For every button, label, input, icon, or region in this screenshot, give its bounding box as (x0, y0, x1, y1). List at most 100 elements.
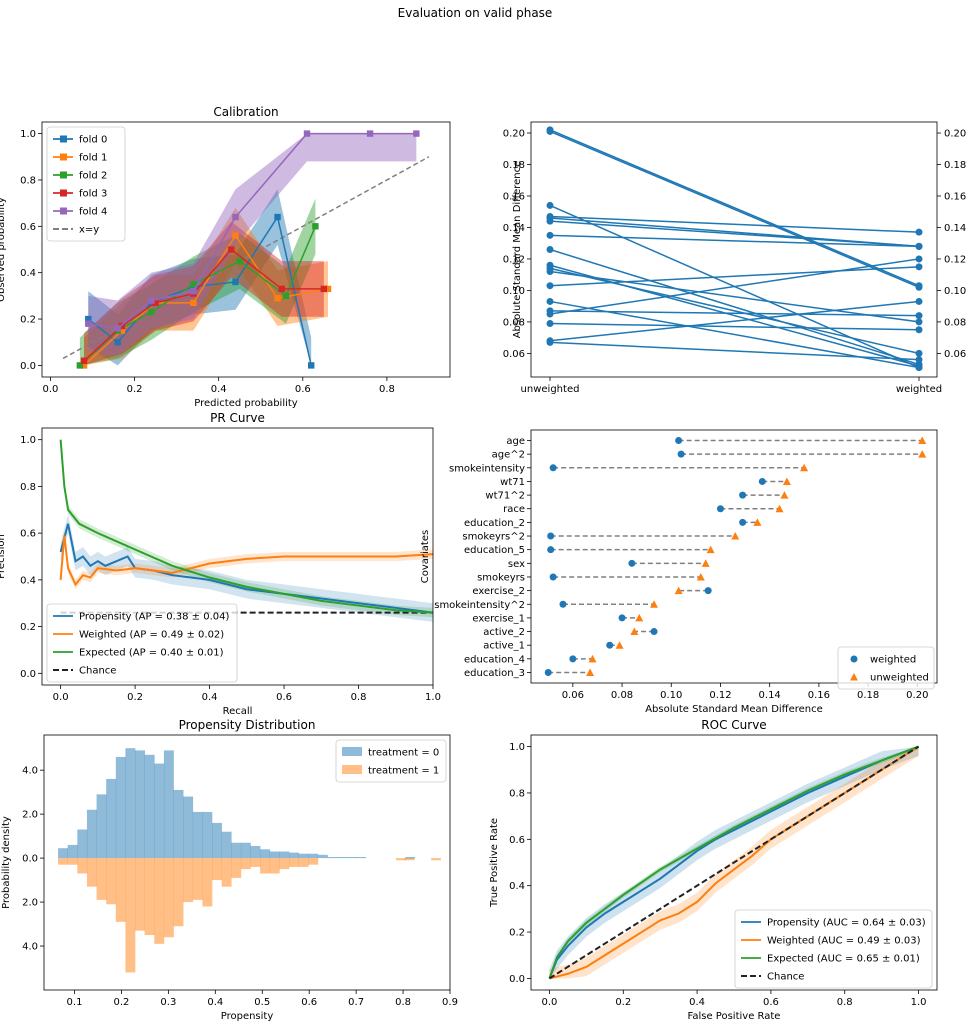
calibration-point (118, 327, 126, 334)
propensity-bar (431, 858, 441, 861)
covariate-label: exercise_1 (472, 613, 525, 624)
calibration-point (282, 292, 290, 300)
propensity-bar (346, 857, 357, 859)
propensity-bar (250, 846, 261, 859)
covariate-weighted-point (739, 491, 747, 499)
calibration-band (84, 221, 324, 366)
propensity-legend-swatch (342, 747, 362, 756)
covariate-smd-frame (530, 429, 938, 684)
covariate-label: smokeintensity^2 (434, 600, 525, 611)
propensity-bar (240, 842, 251, 859)
roc-line (548, 745, 919, 979)
covariate-legend-marker (850, 673, 858, 681)
y-tick-label: 0.8 (20, 175, 36, 186)
x-tick-label: 0.7 (348, 997, 364, 1008)
covariate-label: age^2 (492, 450, 525, 461)
smd-point-unweighted (546, 310, 554, 318)
smd-slope-line (549, 129, 920, 287)
covariate-unweighted-point (800, 463, 809, 472)
smd-point-weighted (915, 283, 923, 291)
covariate-label: smokeyrs^2 (462, 532, 525, 543)
y-right-tick-label: 0.10 (944, 286, 966, 297)
propensity-bar (308, 858, 319, 865)
calibration-point (118, 322, 126, 330)
propensity-bar (106, 858, 117, 905)
propensity-bar (135, 750, 145, 859)
y-tick-label: 0.0 (20, 361, 36, 372)
covariate-weighted-point (675, 437, 683, 444)
smd-point-weighted (915, 312, 923, 320)
covariate-weighted-point (547, 546, 555, 554)
x-tick-label: 0.4 (202, 692, 218, 703)
propensity-bar (250, 858, 261, 867)
covariate-weighted-point (704, 587, 712, 595)
propensity-legend-label: treatment = 1 (368, 766, 439, 777)
x-tick-label: 0.06 (562, 690, 584, 701)
x-tick-label: 0.4 (207, 997, 223, 1008)
covariate-label: smokeintensity (449, 463, 525, 474)
smd-point-unweighted (546, 246, 554, 253)
pr-band (60, 439, 433, 618)
x-tick-label: 0.8 (395, 997, 411, 1008)
covariate-unweighted-point (696, 572, 705, 581)
calibration-legend-marker (60, 171, 67, 179)
smd-point-unweighted (546, 319, 554, 327)
covariate-label: sex (508, 559, 525, 570)
calibration-legend-label: fold 3 (79, 189, 107, 200)
y-tick-label: 0.6 (509, 835, 525, 846)
propensity-bar (154, 858, 165, 944)
calibration-point (114, 339, 121, 346)
pr-line (59, 535, 434, 587)
smd-point-unweighted (546, 217, 554, 225)
smd-point-weighted (915, 364, 923, 372)
x-tick-label: 0.18 (857, 690, 879, 701)
calibration-frame (41, 121, 451, 378)
calibration-legend-label: fold 0 (79, 135, 107, 146)
x-axis-label: Absolute Standard Mean Difference (645, 704, 823, 715)
x-tick-label: 0.0 (42, 384, 58, 395)
calibration-point (274, 213, 281, 221)
pr-band (60, 530, 433, 590)
covariate-legend-label: weighted (870, 655, 916, 666)
covariate-label: active_1 (483, 641, 525, 652)
calibration-point (320, 285, 328, 293)
propensity-bar (231, 842, 242, 859)
propensity-bar (115, 756, 126, 859)
propensity-bar (260, 849, 271, 859)
covariate-smd-chart: age age^2 smokeintensity wt71 wt71^2 race educ… (420, 429, 938, 715)
smd-point-weighted (915, 263, 923, 271)
covariate-unweighted-point (586, 668, 595, 676)
covariate-weighted-point (549, 573, 557, 581)
propensity-bar (173, 789, 184, 859)
propensity-bar (404, 858, 415, 861)
smd-slope-line (549, 341, 920, 361)
y-tick-label: 1.0 (509, 742, 525, 753)
calibration-band (88, 189, 312, 366)
y-right-tick-label: 0.16 (944, 191, 966, 202)
propensity-bar (289, 858, 299, 867)
covariate-weighted-point (628, 559, 636, 567)
calibration-point (85, 320, 92, 327)
covariate-weighted-point (758, 477, 766, 485)
smd-point-weighted (915, 242, 923, 250)
propensity-bar (279, 851, 290, 859)
propensity-bar (86, 858, 97, 887)
smd-point-unweighted (546, 201, 554, 209)
roc-legend-label: Expected (AUC = 0.65 ± 0.01) (767, 954, 920, 965)
x-tick-label: 0.6 (763, 997, 779, 1008)
propensity-bar (308, 853, 319, 859)
pr-frame (41, 427, 434, 686)
propensity-bar (173, 858, 184, 927)
x-axis-label: Propensity (221, 1011, 274, 1022)
covariate-unweighted-point (701, 559, 710, 567)
propensity-bar (231, 858, 242, 878)
covariate-unweighted-point (588, 654, 597, 663)
propensity-bar (183, 858, 194, 903)
smd-point-weighted (915, 297, 923, 305)
y-tick-label: 1.0 (20, 129, 36, 140)
covariate-label: education_4 (464, 654, 525, 665)
propensity-bar (396, 858, 406, 861)
y-tick-label: 0.10 (503, 286, 525, 297)
calibration-point (148, 297, 155, 304)
smd-slope-chart: 0.06 0.06 0.08 0.08 0.10 0.10 0.12 0.12 0.14 0.14… (503, 121, 966, 395)
